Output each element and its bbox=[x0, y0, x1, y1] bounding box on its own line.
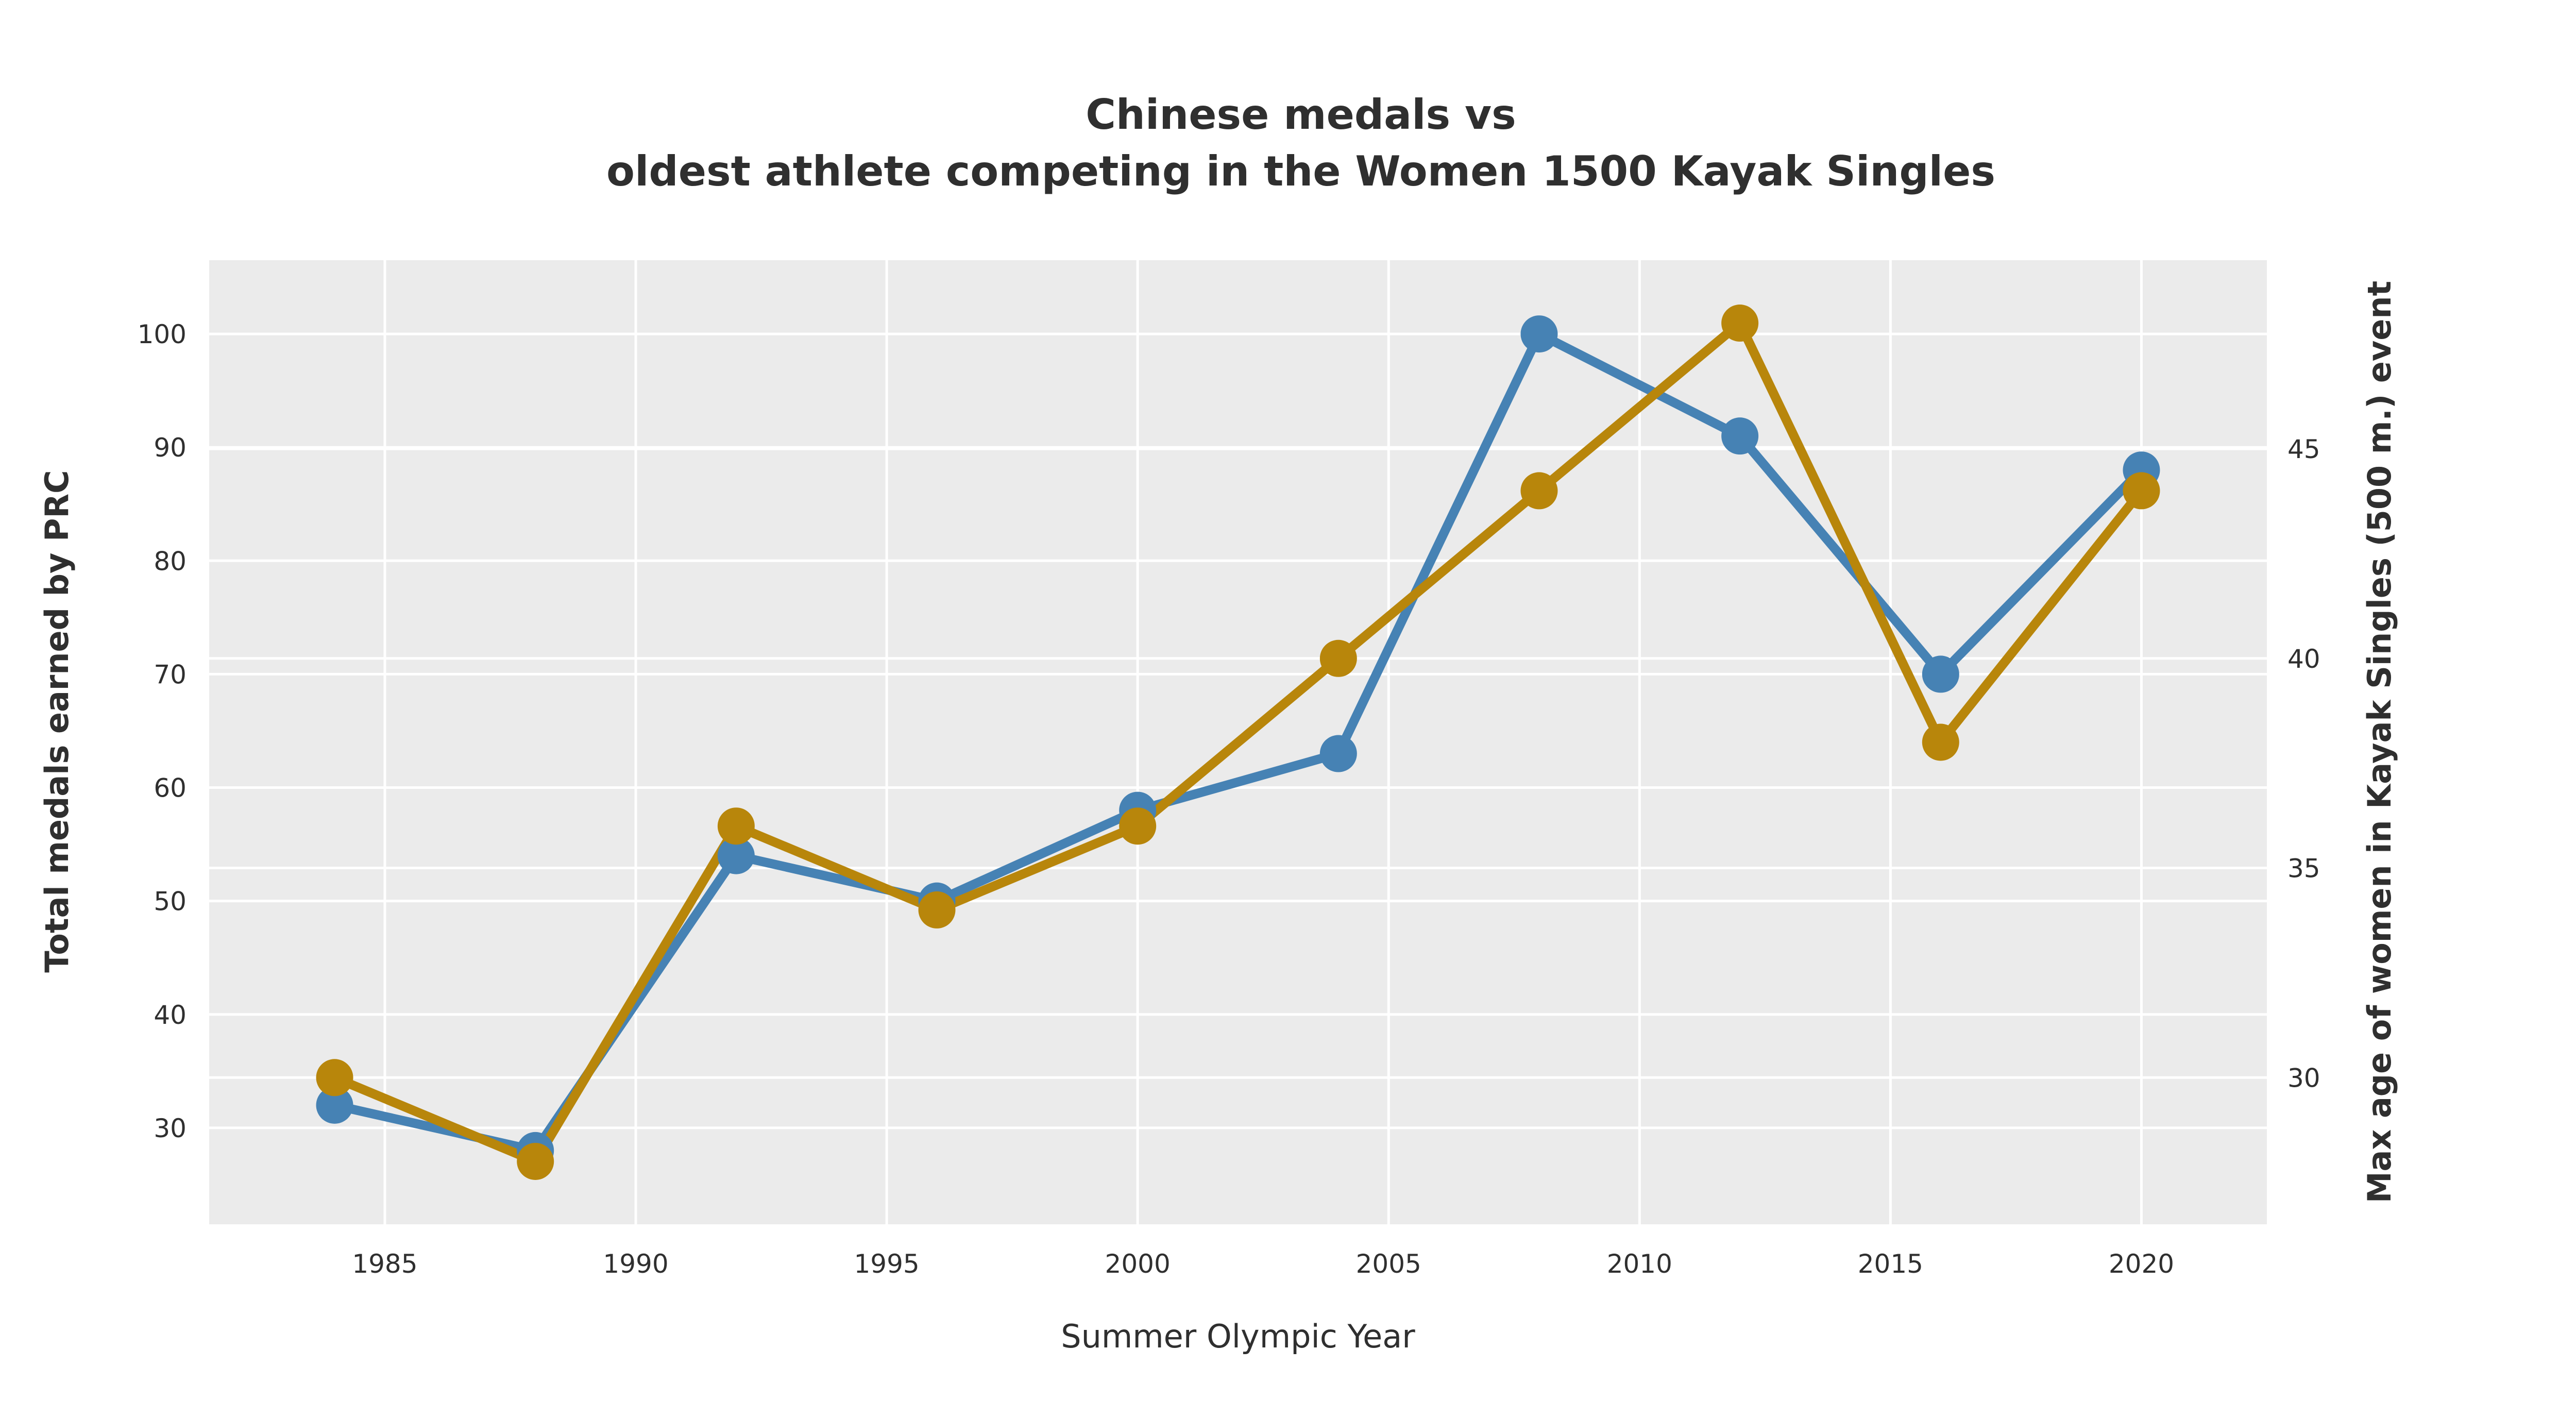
x-tick-label: 2020 bbox=[2109, 1249, 2174, 1279]
series-1-point bbox=[316, 1086, 353, 1124]
y-right-tick-label: 30 bbox=[2287, 1063, 2320, 1093]
y-right-tick-label: 35 bbox=[2287, 854, 2320, 884]
y-right-tick-labels: 30 35 40 45 bbox=[2287, 434, 2320, 1093]
series-1-point bbox=[1721, 417, 1759, 455]
series-2-point bbox=[1520, 472, 1558, 510]
series-line-2 bbox=[330, 318, 2146, 1166]
x-tick-label: 1985 bbox=[352, 1249, 417, 1279]
x-tick-label: 1995 bbox=[854, 1249, 919, 1279]
series-2-point bbox=[717, 807, 755, 845]
y-left-tick-label: 60 bbox=[154, 773, 187, 803]
y-left-tick-label: 50 bbox=[154, 887, 187, 917]
y-left-tick-label: 100 bbox=[138, 319, 187, 349]
series-2-point bbox=[517, 1142, 554, 1180]
series-2-point bbox=[1721, 305, 1759, 342]
x-axis-label: Summer Olympic Year bbox=[1061, 1318, 1415, 1355]
series-1-point bbox=[1520, 315, 1558, 353]
y-left-tick-label: 30 bbox=[154, 1114, 187, 1143]
series-2-point bbox=[1119, 807, 1157, 845]
series-layer bbox=[316, 305, 2160, 1180]
y-left-axis-label: Total medals earned by PRC bbox=[38, 470, 76, 972]
chart-title-line-1: Chinese medals vs bbox=[1086, 91, 1516, 139]
y-left-tick-label: 40 bbox=[154, 1000, 187, 1030]
chart-title-line-2: oldest athlete competing in the Women 15… bbox=[606, 147, 1995, 195]
series-2-point bbox=[2123, 472, 2160, 510]
series-1-point bbox=[1922, 655, 1959, 693]
series-1-point bbox=[717, 837, 755, 874]
y-left-tick-labels: 30 40 50 60 70 80 90 100 bbox=[138, 319, 187, 1143]
y-left-tick-label: 70 bbox=[154, 660, 187, 689]
x-tick-labels: 1985 1990 1995 2000 2005 2010 2015 2020 bbox=[352, 1249, 2174, 1279]
x-tick-label: 2005 bbox=[1356, 1249, 1421, 1279]
x-tick-label: 2015 bbox=[1858, 1249, 1923, 1279]
y-right-tick-label: 45 bbox=[2287, 434, 2320, 464]
y-left-tick-label: 90 bbox=[154, 433, 187, 463]
y-right-tick-label: 40 bbox=[2287, 644, 2320, 674]
y-left-tick-label: 80 bbox=[154, 546, 187, 576]
series-2-point bbox=[918, 891, 956, 929]
series-2-point bbox=[1922, 723, 1959, 761]
y-right-axis-label: Max age of women in Kayak Singles (500 m… bbox=[2361, 281, 2398, 1203]
x-tick-label: 1990 bbox=[603, 1249, 668, 1279]
series-1-point bbox=[1319, 735, 1357, 772]
series-2-point bbox=[316, 1059, 353, 1097]
series-line-1 bbox=[330, 329, 2146, 1155]
series-2-point bbox=[1319, 639, 1357, 677]
x-tick-label: 2010 bbox=[1607, 1249, 1672, 1279]
x-tick-label: 2000 bbox=[1105, 1249, 1171, 1279]
grid bbox=[209, 260, 2267, 1224]
